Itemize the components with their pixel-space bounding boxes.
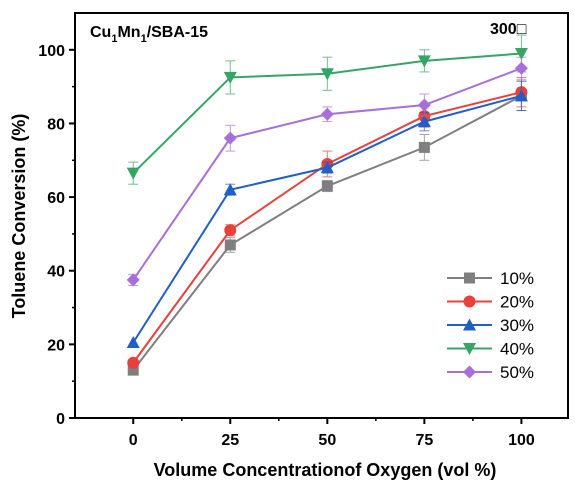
- data-point: [127, 364, 139, 376]
- y-tick-label: 40: [47, 264, 65, 281]
- data-point: [321, 180, 333, 192]
- legend-item: 40%: [447, 340, 534, 359]
- data-point: [126, 336, 140, 349]
- plot-border: [74, 12, 569, 419]
- data-point: [224, 224, 237, 237]
- y-tick-label: 100: [38, 43, 65, 60]
- legend-item: 10%: [447, 269, 534, 288]
- series-line: [132, 94, 522, 344]
- legend-label: 30%: [500, 316, 534, 335]
- data-point: [223, 183, 237, 196]
- data-point: [223, 131, 237, 145]
- legend-marker: [463, 318, 476, 331]
- data-point: [223, 71, 237, 84]
- legend-label: 40%: [500, 340, 534, 359]
- legend-item: 20%: [447, 293, 534, 312]
- legend-item: 50%: [447, 363, 534, 382]
- legend-label: 10%: [500, 269, 534, 288]
- y-axis-title: Toluene Conversion (%): [9, 114, 29, 319]
- data-point: [417, 55, 431, 68]
- data-point: [320, 107, 334, 121]
- y-tick-label: 80: [47, 116, 65, 133]
- series-line: [132, 91, 522, 364]
- legend-marker: [463, 343, 476, 355]
- x-axis-ticks: 0 25 50 75 100: [129, 418, 535, 449]
- legend-marker: [464, 272, 475, 284]
- series-30pct: [126, 80, 528, 349]
- data-point: [320, 68, 334, 81]
- y-tick-label: 60: [47, 190, 65, 207]
- series-50pct: [126, 56, 528, 287]
- data-point: [417, 98, 431, 112]
- legend-marker: [463, 365, 476, 379]
- data-point: [514, 61, 528, 75]
- series-10pct: [127, 80, 527, 376]
- series-40pct: [126, 34, 528, 185]
- data-point: [126, 273, 140, 287]
- legend-item: 30%: [447, 316, 534, 335]
- data-point: [418, 141, 430, 153]
- y-axis-ticks: 0 20 40 60 80 100: [38, 43, 75, 428]
- annotation-right: 300□: [490, 21, 527, 38]
- x-axis-title: Volume Concentrationof Oxygen (vol %): [154, 460, 497, 480]
- x-tick-label: 50: [318, 432, 336, 449]
- series-layer: [126, 34, 528, 376]
- x-tick-label: 75: [415, 432, 433, 449]
- annotation-left: Cu1Mn1/SBA-15: [90, 24, 208, 45]
- data-point: [127, 356, 140, 369]
- legend: 10% 20% 30% 40% 50%: [447, 269, 534, 382]
- x-tick-label: 0: [129, 432, 138, 449]
- series-line: [132, 94, 522, 371]
- plot-frame: [74, 12, 569, 419]
- data-point: [514, 48, 528, 60]
- legend-marker: [463, 295, 476, 308]
- y-tick-label: 20: [47, 337, 65, 354]
- data-point: [224, 239, 236, 251]
- y-tick-label: 0: [56, 411, 65, 428]
- x-tick-label: 25: [221, 432, 239, 449]
- data-point: [320, 161, 334, 174]
- legend-label: 20%: [500, 293, 534, 312]
- data-point: [514, 89, 528, 102]
- x-tick-label: 100: [508, 432, 535, 449]
- legend-label: 50%: [500, 363, 534, 382]
- data-point: [126, 167, 140, 180]
- data-point: [417, 115, 431, 128]
